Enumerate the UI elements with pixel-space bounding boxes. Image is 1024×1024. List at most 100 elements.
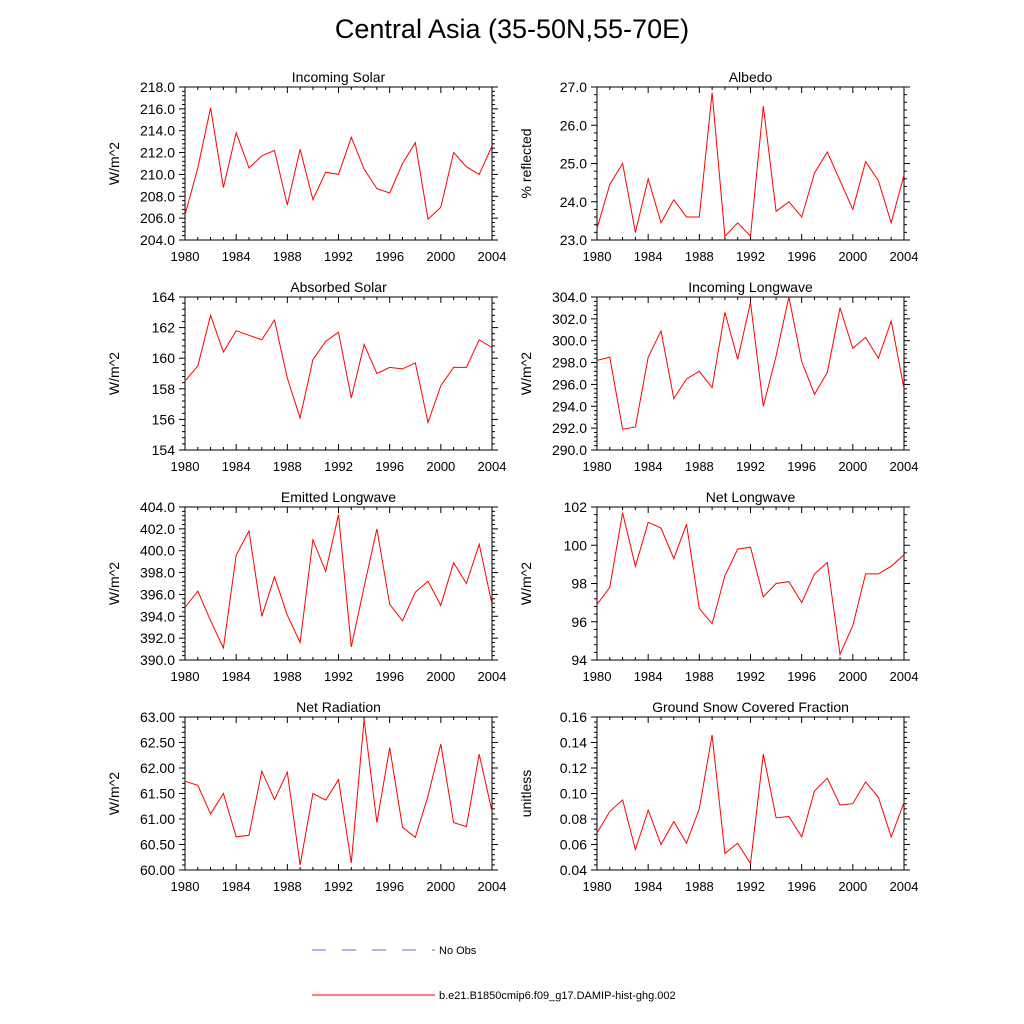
y-tick-label: 400.0 [140, 543, 175, 559]
series-line [596, 512, 905, 657]
y-tick-label: 26.0 [560, 117, 587, 133]
y-tick-label: 0.12 [560, 760, 587, 776]
series-line [184, 719, 493, 865]
x-tick-label: 2004 [478, 669, 507, 684]
plot-frame [184, 296, 493, 451]
plot-frame [596, 296, 905, 451]
panel-title: Emitted Longwave [281, 489, 396, 505]
y-tick-label: 0.06 [560, 837, 587, 853]
x-tick-label: 1988 [685, 669, 714, 684]
y-axis-label: W/m^2 [106, 352, 122, 395]
series-line [596, 734, 905, 866]
x-tick-label: 1996 [375, 669, 404, 684]
x-tick-label: 1980 [583, 249, 612, 264]
y-tick-label: 154 [152, 442, 176, 458]
chart-panel: Absorbed Solar W/m^2 1980 1984 1988 1992 1996 2… [106, 279, 506, 474]
x-tick-label: 1984 [634, 459, 663, 474]
y-tick-label: 392.0 [140, 630, 175, 646]
x-tick-label: 1996 [787, 249, 816, 264]
series-line [184, 313, 493, 425]
x-tick-label: 2004 [478, 459, 507, 474]
y-tick-label: 62.00 [140, 760, 175, 776]
y-tick-label: 60.00 [140, 862, 175, 878]
x-tick-label: 2000 [426, 879, 455, 894]
y-tick-label: 158 [152, 381, 176, 397]
x-tick-label: 1996 [787, 669, 816, 684]
chart-panel: Emitted Longwave W/m^2 1980 1984 1988 1992 199… [106, 489, 506, 684]
x-tick-label: 1996 [787, 879, 816, 894]
series-line [596, 296, 905, 430]
x-tick-label: 1980 [171, 459, 200, 474]
chart-panel: Incoming Longwave W/m^2 1980 1984 1988 1992 19… [518, 279, 918, 474]
x-tick-label: 1988 [685, 249, 714, 264]
y-axis-label: W/m^2 [106, 142, 122, 185]
chart-panel: Net Longwave W/m^2 1980 1984 1988 1992 1996 200… [518, 489, 918, 684]
y-tick-label: 206.0 [140, 210, 175, 226]
x-tick-label: 1988 [273, 669, 302, 684]
x-tick-label: 1984 [222, 459, 251, 474]
x-tick-label: 1988 [273, 249, 302, 264]
y-tick-label: 0.10 [560, 786, 587, 802]
x-tick-label: 2000 [426, 459, 455, 474]
x-tick-label: 1980 [171, 879, 200, 894]
x-tick-label: 2004 [890, 879, 919, 894]
y-axis-label: % reflected [518, 128, 534, 198]
y-tick-label: 61.50 [140, 786, 175, 802]
y-axis-label: W/m^2 [106, 772, 122, 815]
y-tick-label: 60.50 [140, 837, 175, 853]
y-tick-label: 398.0 [140, 565, 175, 581]
y-tick-label: 292.0 [552, 420, 587, 436]
plot-frame [184, 716, 493, 871]
y-tick-label: 162 [152, 320, 176, 336]
x-tick-label: 1984 [634, 879, 663, 894]
x-tick-label: 1992 [324, 669, 353, 684]
x-tick-label: 2000 [838, 459, 867, 474]
y-tick-label: 61.00 [140, 811, 175, 827]
y-tick-label: 156 [152, 411, 176, 427]
x-tick-label: 2000 [426, 669, 455, 684]
x-tick-label: 1992 [736, 249, 765, 264]
y-axis-label: W/m^2 [518, 562, 534, 605]
x-tick-label: 1984 [634, 669, 663, 684]
x-tick-label: 1996 [375, 459, 404, 474]
panel-title: Incoming Longwave [688, 279, 813, 295]
y-tick-label: 300.0 [552, 333, 587, 349]
x-tick-label: 1984 [222, 669, 251, 684]
y-tick-label: 63.00 [140, 709, 175, 725]
panel-title: Albedo [729, 69, 773, 85]
y-tick-label: 94 [571, 652, 587, 668]
x-tick-label: 2000 [838, 669, 867, 684]
y-tick-label: 164 [152, 289, 176, 305]
x-tick-label: 1984 [222, 879, 251, 894]
y-tick-label: 160 [152, 350, 176, 366]
y-axis-label: W/m^2 [518, 352, 534, 395]
y-tick-label: 96 [571, 614, 587, 630]
y-tick-label: 62.50 [140, 735, 175, 751]
series-line [184, 514, 493, 650]
series-line [184, 107, 493, 221]
y-tick-label: 98 [571, 576, 587, 592]
x-tick-label: 2004 [478, 879, 507, 894]
x-tick-label: 1992 [736, 879, 765, 894]
plot-frame [596, 86, 905, 241]
plot-frame [596, 506, 905, 661]
x-tick-label: 1980 [583, 459, 612, 474]
y-tick-label: 27.0 [560, 79, 587, 95]
panel-title: Incoming Solar [292, 69, 386, 85]
x-tick-label: 2000 [426, 249, 455, 264]
x-tick-label: 2004 [890, 669, 919, 684]
y-axis-label: W/m^2 [106, 562, 122, 605]
panel-title: Net Radiation [296, 699, 381, 715]
y-tick-label: 304.0 [552, 289, 587, 305]
y-tick-label: 302.0 [552, 311, 587, 327]
x-tick-label: 1980 [583, 669, 612, 684]
panel-title: Ground Snow Covered Fraction [652, 699, 849, 715]
y-tick-label: 212.0 [140, 145, 175, 161]
x-tick-label: 1992 [324, 459, 353, 474]
y-tick-label: 210.0 [140, 166, 175, 182]
legend-obs-label: No Obs [439, 945, 477, 957]
y-tick-label: 298.0 [552, 355, 587, 371]
legend-model-label: b.e21.B1850cmip6.f09_g17.DAMIP-hist-ghg.… [439, 990, 676, 1002]
x-tick-label: 1996 [375, 249, 404, 264]
